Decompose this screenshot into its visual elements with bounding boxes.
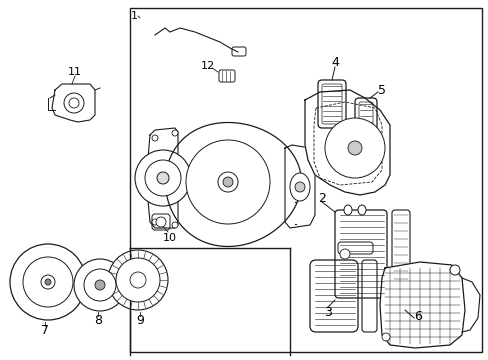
Circle shape — [23, 257, 73, 307]
Ellipse shape — [289, 173, 309, 201]
Circle shape — [185, 140, 269, 224]
Text: 10: 10 — [163, 233, 177, 243]
Circle shape — [218, 172, 238, 192]
Polygon shape — [305, 90, 389, 195]
Circle shape — [10, 244, 86, 320]
Circle shape — [347, 141, 361, 155]
Text: 11: 11 — [68, 67, 82, 77]
Circle shape — [108, 250, 168, 310]
Polygon shape — [379, 262, 464, 348]
Bar — [130, 8, 481, 352]
Text: 1: 1 — [130, 11, 137, 21]
Circle shape — [339, 249, 349, 259]
Text: 12: 12 — [201, 61, 215, 71]
Circle shape — [156, 217, 165, 227]
Circle shape — [172, 130, 178, 136]
Circle shape — [157, 172, 169, 184]
Text: 8: 8 — [94, 314, 102, 327]
Text: 5: 5 — [377, 84, 385, 96]
Text: 3: 3 — [324, 306, 331, 319]
Circle shape — [449, 265, 459, 275]
Circle shape — [152, 135, 158, 141]
Circle shape — [294, 182, 305, 192]
Circle shape — [41, 275, 55, 289]
Circle shape — [74, 259, 126, 311]
Circle shape — [325, 118, 384, 178]
Circle shape — [172, 222, 178, 228]
Circle shape — [130, 272, 146, 288]
Text: 6: 6 — [413, 310, 421, 323]
Circle shape — [116, 258, 160, 302]
Text: 4: 4 — [330, 55, 338, 68]
Circle shape — [223, 177, 232, 187]
Circle shape — [45, 279, 51, 285]
Text: 2: 2 — [317, 192, 325, 204]
Circle shape — [95, 280, 105, 290]
Ellipse shape — [357, 205, 365, 215]
Circle shape — [135, 150, 191, 206]
Circle shape — [69, 98, 79, 108]
Circle shape — [152, 219, 158, 225]
Text: 7: 7 — [41, 324, 49, 337]
Ellipse shape — [343, 205, 351, 215]
Circle shape — [381, 333, 389, 341]
Text: 9: 9 — [136, 314, 143, 327]
Circle shape — [64, 93, 84, 113]
Circle shape — [84, 269, 116, 301]
Circle shape — [145, 160, 181, 196]
